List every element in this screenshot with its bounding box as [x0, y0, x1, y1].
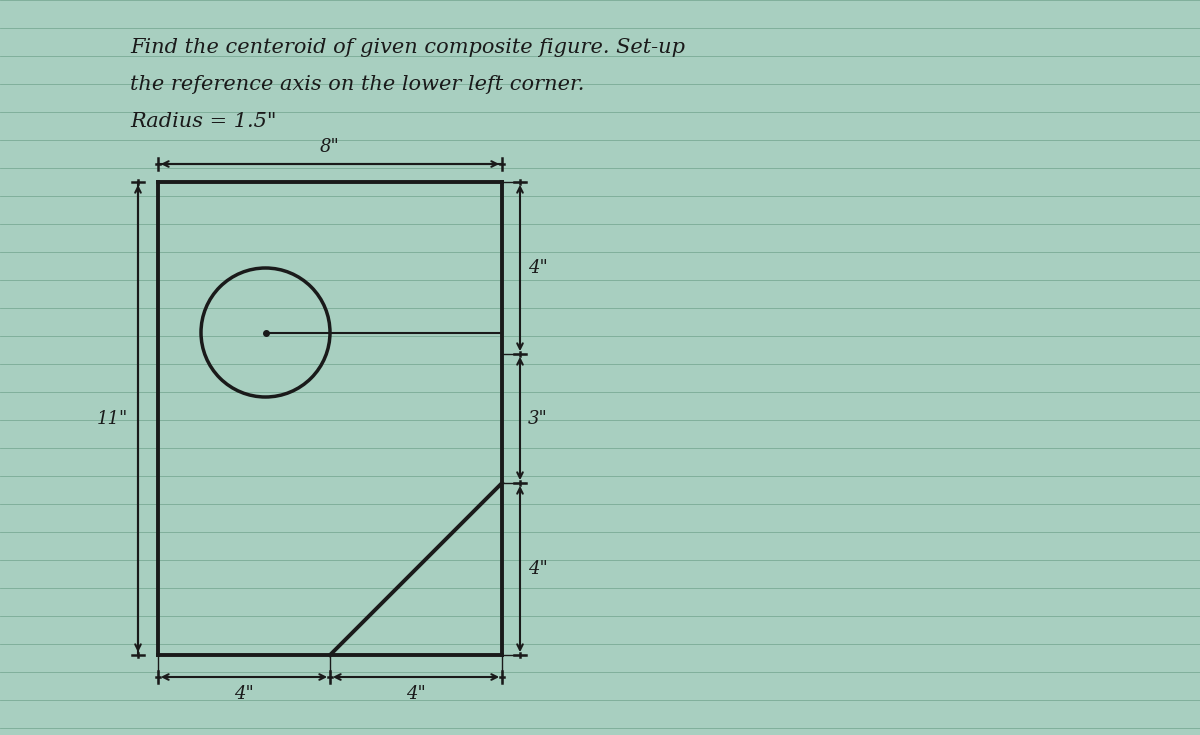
Text: Radius = 1.5": Radius = 1.5": [130, 112, 276, 131]
Text: 4": 4": [406, 685, 426, 703]
Text: 4": 4": [528, 560, 547, 578]
Text: 4": 4": [528, 259, 547, 277]
Text: Find the centeroid of given composite figure. Set-up: Find the centeroid of given composite fi…: [130, 38, 685, 57]
Text: 3": 3": [528, 409, 547, 428]
Text: 11": 11": [97, 409, 128, 428]
Text: the reference axis on the lower left corner.: the reference axis on the lower left cor…: [130, 75, 584, 94]
Text: 4": 4": [234, 685, 254, 703]
Text: 8": 8": [320, 138, 340, 156]
